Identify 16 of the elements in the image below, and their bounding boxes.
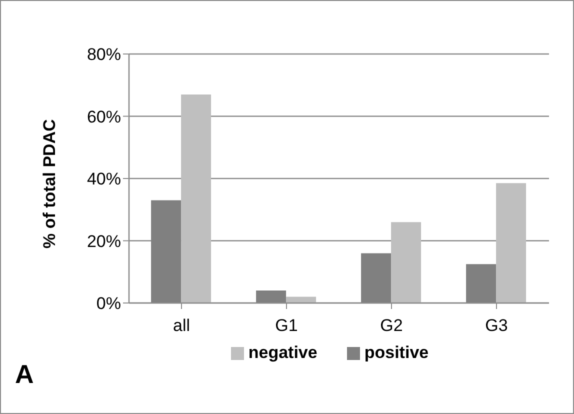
y-tick-label: 80% — [86, 45, 121, 64]
x-tick-label: G3 — [485, 316, 508, 336]
y-axis-title: % of total PDAC — [40, 119, 60, 248]
x-tick-label: G2 — [380, 316, 403, 336]
bar — [391, 222, 422, 303]
bar — [496, 183, 526, 303]
text: A — [15, 359, 34, 390]
legend-label: negative — [248, 343, 318, 362]
legend-label: positive — [364, 343, 429, 362]
x-tick-label: G1 — [275, 316, 298, 336]
y-tick-label: 40% — [86, 170, 121, 189]
y-tick-label: 0% — [96, 294, 121, 314]
bar — [181, 94, 212, 303]
y-tick-label: 60% — [86, 107, 121, 126]
x-tick-label: all — [172, 316, 190, 336]
y-tick-label: 20% — [86, 232, 121, 251]
